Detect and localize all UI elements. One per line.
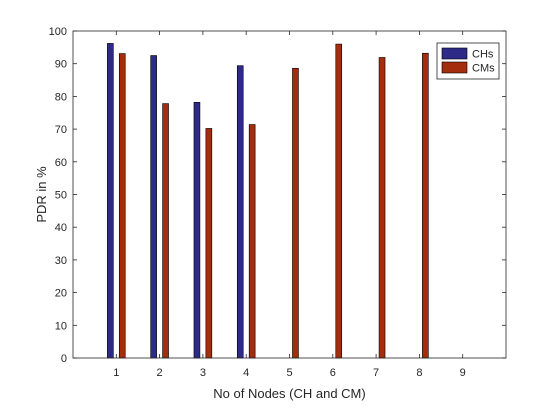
y-tick-label: 80 — [55, 91, 67, 103]
x-tick-label: 3 — [200, 367, 206, 379]
bar-cms-6 — [335, 43, 343, 359]
y-tick-label: 90 — [55, 59, 67, 71]
bar-cms-1 — [118, 53, 126, 359]
y-tick-label: 60 — [55, 157, 67, 169]
bar-cms-2 — [162, 103, 169, 359]
x-tick-label: 5 — [286, 367, 292, 379]
y-axis-ticks: 0 10 20 30 40 50 60 70 80 90 100 — [49, 26, 506, 365]
y-tick-label: 70 — [55, 124, 67, 136]
x-tick-label: 1 — [113, 367, 119, 379]
y-tick-label: 100 — [49, 26, 67, 38]
y-tick-label: 20 — [55, 288, 67, 300]
legend-label-chs: CHs — [472, 49, 494, 61]
plot-frame — [72, 30, 507, 359]
x-tick-label: 9 — [460, 367, 466, 379]
bar-chs-4 — [236, 65, 244, 359]
plot-area — [73, 31, 506, 358]
x-tick-label: 7 — [373, 367, 379, 379]
bar-chs-2 — [150, 55, 157, 359]
y-axis-title: PDR in % — [34, 166, 49, 223]
legend: CHs CMs — [436, 42, 500, 80]
y-tick-label: 10 — [55, 320, 67, 332]
legend-swatch-cms — [441, 61, 468, 74]
y-tick-label: 30 — [55, 255, 67, 267]
legend-label-cms: CMs — [472, 63, 495, 75]
bar-cms-4 — [248, 124, 256, 359]
x-tick-label: 4 — [243, 367, 249, 379]
bar-cms-3 — [205, 128, 213, 359]
bar-chs-3 — [193, 101, 201, 359]
y-tick-label: 0 — [61, 353, 67, 365]
bar-cms-8 — [422, 52, 429, 359]
bar-cms-5 — [292, 67, 299, 359]
bar-cms-7 — [378, 57, 386, 359]
y-tick-label: 50 — [55, 190, 67, 202]
bars-group — [107, 43, 429, 359]
bar-chs-1 — [107, 43, 114, 359]
x-tick-label: 6 — [330, 367, 336, 379]
x-axis-title: No of Nodes (CH and CM) — [213, 386, 365, 401]
x-tick-label: 2 — [157, 367, 163, 379]
y-tick-label: 40 — [55, 222, 67, 234]
x-axis-ticks: 1 2 3 4 5 6 7 8 9 — [113, 31, 466, 379]
x-tick-label: 8 — [416, 367, 422, 379]
legend-swatch-chs — [441, 47, 468, 60]
